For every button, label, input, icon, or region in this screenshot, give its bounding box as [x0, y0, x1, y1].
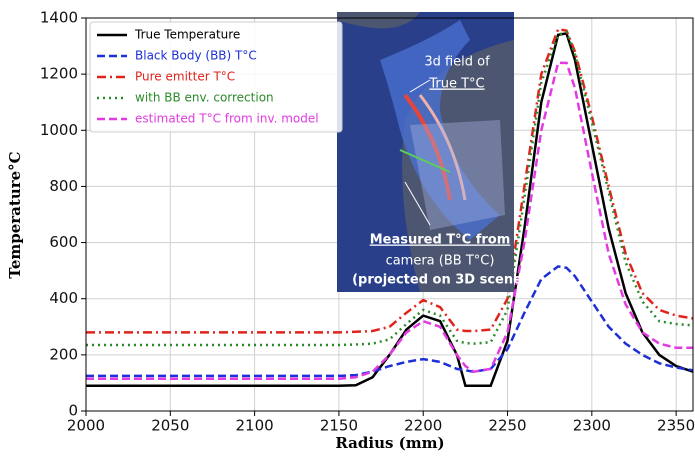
y-tick-label: 800 — [49, 177, 78, 195]
inset-label: camera (BB T°C) — [386, 254, 495, 269]
y-tick-label: 200 — [49, 345, 78, 363]
inset-shape — [337, 12, 514, 292]
series-line — [86, 27, 694, 334]
series-line — [86, 31, 694, 387]
x-tick-label: 2300 — [573, 417, 611, 435]
x-tick-label: 2050 — [151, 417, 189, 435]
legend-label: with BB env. correction — [135, 91, 274, 105]
x-axis-title: Radius (mm) — [335, 434, 444, 452]
y-tick-label: 1200 — [40, 65, 78, 83]
inset-pointer — [404, 181, 431, 226]
lines — [86, 27, 694, 387]
inset-shape — [399, 149, 451, 173]
x-tick-label: 2250 — [488, 417, 526, 435]
y-axis-title: Temperature°C — [6, 151, 24, 278]
inset-label: 3d field of — [424, 55, 490, 70]
plot-frame — [85, 17, 694, 412]
legend: True Temperature Black Body (BB) T°C Pure … — [89, 21, 343, 133]
y-tick-label: 1000 — [40, 121, 78, 139]
legend-label: Pure emitter T°C — [135, 70, 235, 84]
legend-label: True Temperature — [134, 28, 240, 42]
inset-shape — [403, 93, 452, 201]
y-tick-label: 600 — [49, 233, 78, 251]
legend-box — [89, 21, 343, 133]
series-line — [86, 61, 693, 380]
x-tick-label: 2150 — [320, 417, 358, 435]
y-tick-label: 0 — [68, 402, 78, 420]
inset-label: (projected on 3D scene) — [352, 273, 528, 288]
y-tick-label: 1400 — [40, 9, 78, 27]
x-tick-label: 2000 — [67, 417, 105, 435]
legend-label: estimated T°C from inv. model — [135, 112, 319, 126]
inset-image: 3d field of True T°C Measured T°C from c… — [337, 12, 528, 292]
inset-label: Measured T°C from — [370, 233, 511, 248]
inset-shape — [380, 20, 500, 240]
legend-label: Black Body (BB) T°C — [135, 49, 257, 63]
x-tick-label: 2100 — [236, 417, 274, 435]
inset-pointer — [409, 79, 431, 93]
x-tick-label: 2350 — [657, 417, 695, 435]
inset-shape — [410, 120, 505, 230]
inset-shape — [418, 94, 467, 201]
inset-label: True T°C — [428, 77, 484, 92]
x-tick-label: 2200 — [404, 417, 442, 435]
y-tick-label: 400 — [49, 289, 78, 307]
